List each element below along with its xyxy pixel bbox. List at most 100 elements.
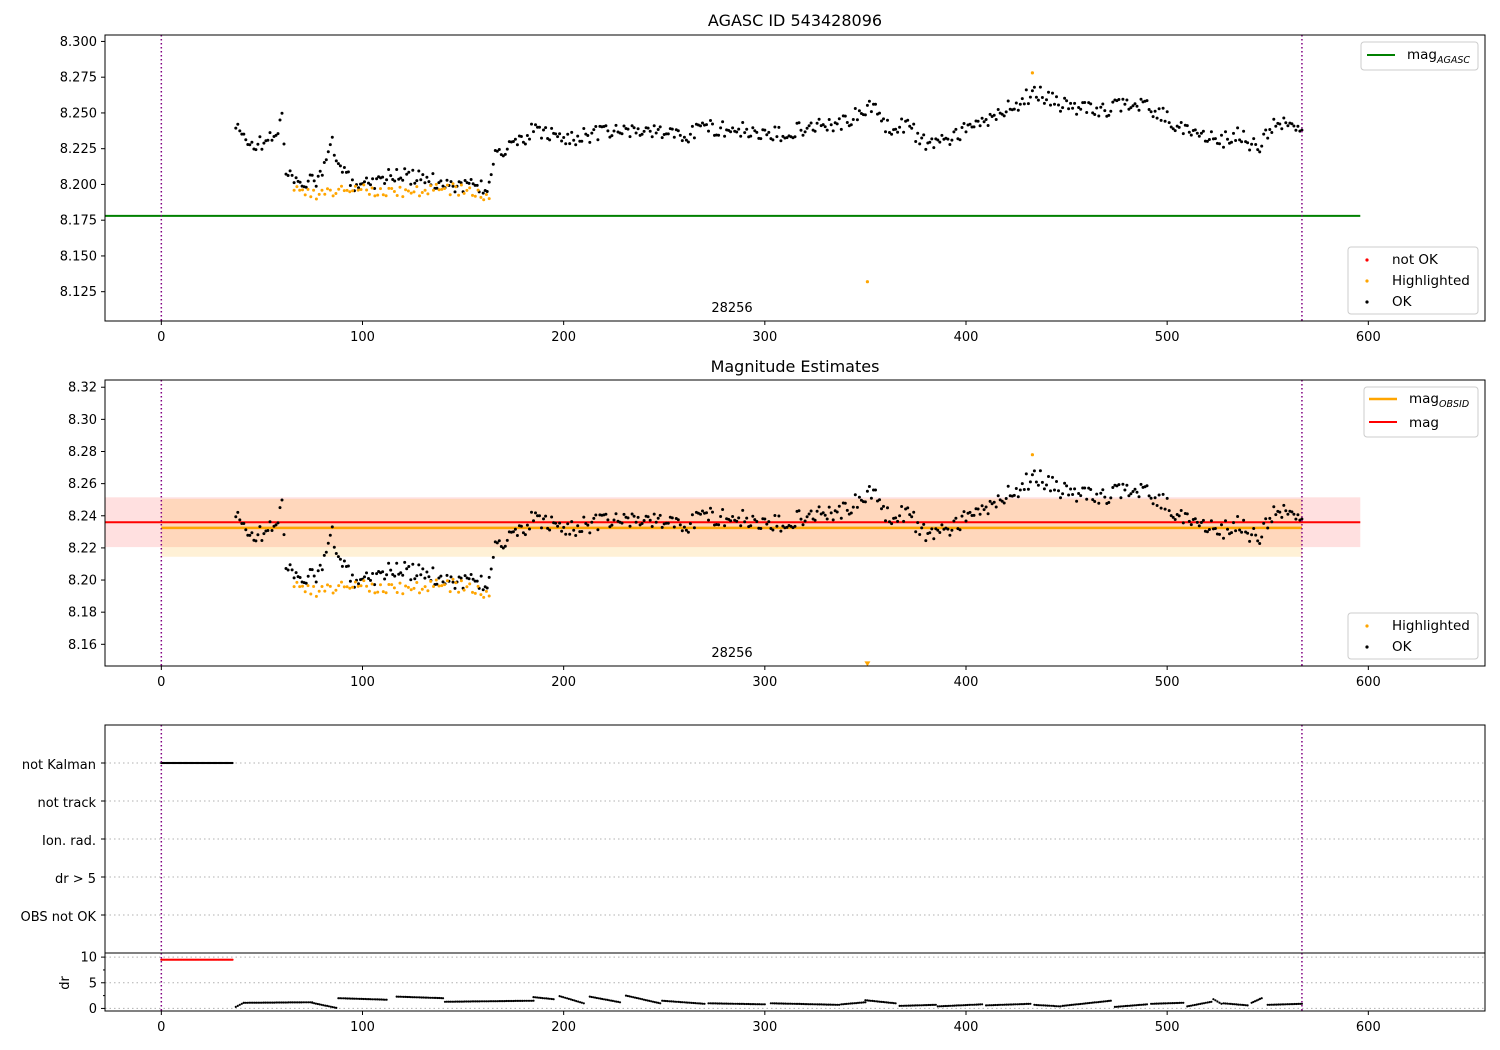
ok-point [612, 129, 616, 133]
dr-point [307, 1001, 310, 1004]
dr-point [679, 1001, 682, 1004]
dr-point [1063, 1004, 1066, 1007]
dr-point [512, 999, 515, 1003]
dr-point [340, 997, 343, 1000]
ok-point [411, 168, 415, 172]
ok-point [775, 135, 779, 139]
ok-point [503, 152, 507, 156]
ok-point [1059, 496, 1062, 500]
ok-point [855, 505, 859, 509]
ok-point [900, 117, 904, 121]
dr-point [573, 999, 576, 1002]
highlighted-point [406, 189, 410, 193]
highlighted-point [443, 583, 447, 587]
dr-point [1066, 1004, 1069, 1007]
ok-point [1222, 536, 1225, 540]
ok-point [1121, 482, 1125, 486]
ok-point [1278, 122, 1282, 126]
ok-point [1049, 489, 1052, 493]
ok-point [258, 135, 262, 139]
dr-point [346, 997, 349, 1000]
dr-point [1166, 1002, 1169, 1005]
ok-point [882, 504, 885, 508]
ok-point [1218, 142, 1221, 146]
ok-point [340, 170, 344, 174]
ok-point [853, 493, 857, 497]
ok-point [843, 501, 847, 505]
ok-point [735, 519, 739, 523]
ok-point [823, 513, 827, 517]
dr-point [490, 1000, 493, 1003]
highlighted-point [323, 192, 327, 196]
dr-point [326, 1004, 329, 1008]
dr-point [922, 1004, 925, 1007]
highlighted-point [301, 584, 304, 588]
ok-point [1085, 111, 1089, 114]
dr-point [885, 1001, 888, 1004]
x-tick-label: 400 [954, 675, 979, 690]
dr-point [369, 998, 372, 1001]
y-tick-label: 8.300 [60, 35, 97, 50]
ok-point [544, 514, 548, 518]
legend-not-ok-marker [1365, 258, 1369, 262]
dr-point [890, 1001, 894, 1005]
ok-point [338, 557, 342, 561]
highlighted-point [459, 183, 463, 187]
x-tick-label: 0 [157, 675, 165, 690]
ok-point [1226, 137, 1229, 141]
ok-point [268, 131, 272, 135]
highlighted-point [345, 188, 349, 192]
highlighted-outlier-point [1030, 71, 1034, 75]
ok-point [1032, 469, 1036, 473]
ok-point [1207, 528, 1211, 531]
ok-point [622, 124, 626, 128]
ok-point [1155, 116, 1159, 120]
y-tick-label: 8.32 [68, 381, 97, 396]
ok-point [719, 126, 723, 130]
dr-point [469, 1000, 472, 1003]
legend-mag-agasc-subscript: AGASC [1436, 55, 1470, 66]
ok-point [399, 571, 403, 575]
ok-point [1145, 484, 1149, 488]
highlighted-point [404, 188, 408, 192]
dr-point [1182, 1001, 1185, 1004]
dr-point [871, 999, 874, 1003]
highlighted-point [351, 189, 355, 193]
ok-point [863, 113, 867, 117]
axes-frame [104, 379, 1486, 667]
dr-point [1189, 1004, 1193, 1007]
dr-point [348, 997, 351, 1000]
ok-point [389, 568, 393, 572]
ok-point [407, 565, 411, 568]
dr-point [285, 1001, 289, 1004]
dr-point [552, 998, 555, 1001]
dr-point [1023, 1002, 1026, 1006]
ok-point [771, 138, 775, 142]
ok-point [1159, 118, 1163, 122]
highlighted-point [337, 187, 341, 191]
dr-point [800, 1002, 803, 1006]
dr-point [238, 1003, 241, 1006]
dr-point [853, 1002, 856, 1005]
dr-point [1164, 1002, 1167, 1005]
dr-point [441, 997, 445, 1000]
dr-point [880, 1000, 883, 1004]
dr-point [498, 1000, 501, 1003]
ok-point [1133, 102, 1137, 106]
dr-point [1201, 1002, 1204, 1005]
highlighted-point [418, 194, 421, 198]
ok-point [777, 125, 781, 129]
ok-point [505, 147, 509, 151]
highlighted-point [471, 193, 474, 197]
dr-point [496, 1000, 499, 1003]
ok-point [948, 143, 952, 146]
highlighted-point [457, 590, 461, 594]
ok-point [1047, 475, 1050, 478]
ok-point [924, 147, 928, 151]
ok-point [608, 525, 612, 529]
ok-point [1224, 519, 1227, 523]
ok-point [962, 510, 966, 514]
ok-point [648, 129, 652, 133]
ok-point [994, 118, 998, 121]
ok-point [554, 132, 558, 136]
